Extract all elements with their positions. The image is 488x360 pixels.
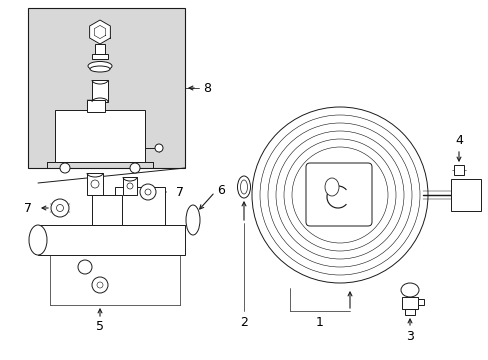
Ellipse shape — [90, 66, 110, 72]
Circle shape — [91, 180, 99, 188]
Circle shape — [78, 260, 92, 274]
Bar — [87, 100, 105, 112]
Ellipse shape — [88, 62, 112, 71]
Polygon shape — [89, 20, 110, 44]
Bar — [92, 80, 108, 102]
Text: 7: 7 — [176, 185, 183, 198]
Ellipse shape — [325, 178, 338, 196]
Bar — [450, 179, 480, 211]
Ellipse shape — [185, 205, 200, 235]
Text: 5: 5 — [96, 320, 104, 333]
Bar — [401, 297, 417, 309]
Bar — [417, 299, 423, 305]
Circle shape — [130, 163, 140, 173]
Circle shape — [155, 144, 163, 152]
Text: 1: 1 — [315, 316, 323, 329]
Text: 3: 3 — [405, 330, 413, 343]
Circle shape — [140, 184, 156, 200]
Circle shape — [92, 277, 108, 293]
Text: 2: 2 — [240, 316, 247, 329]
Ellipse shape — [29, 225, 47, 255]
Ellipse shape — [400, 283, 418, 297]
Bar — [404, 309, 414, 315]
Text: 7: 7 — [24, 202, 32, 215]
Text: 6: 6 — [217, 184, 224, 197]
Circle shape — [57, 204, 63, 211]
Bar — [95, 44, 105, 54]
Bar — [123, 177, 137, 195]
Bar — [87, 173, 103, 195]
Text: 8: 8 — [203, 81, 210, 94]
Bar — [92, 195, 122, 225]
Bar — [453, 165, 463, 175]
Circle shape — [251, 107, 427, 283]
FancyBboxPatch shape — [305, 163, 371, 226]
Circle shape — [60, 163, 70, 173]
Circle shape — [145, 189, 151, 195]
Circle shape — [127, 183, 133, 189]
Text: 4: 4 — [454, 135, 462, 148]
Bar — [28, 8, 184, 168]
Bar — [115, 187, 164, 225]
Bar — [38, 225, 184, 255]
Bar — [55, 110, 145, 162]
Bar — [92, 54, 108, 59]
Circle shape — [97, 282, 103, 288]
Ellipse shape — [240, 180, 247, 194]
Ellipse shape — [237, 176, 250, 198]
Circle shape — [51, 199, 69, 217]
